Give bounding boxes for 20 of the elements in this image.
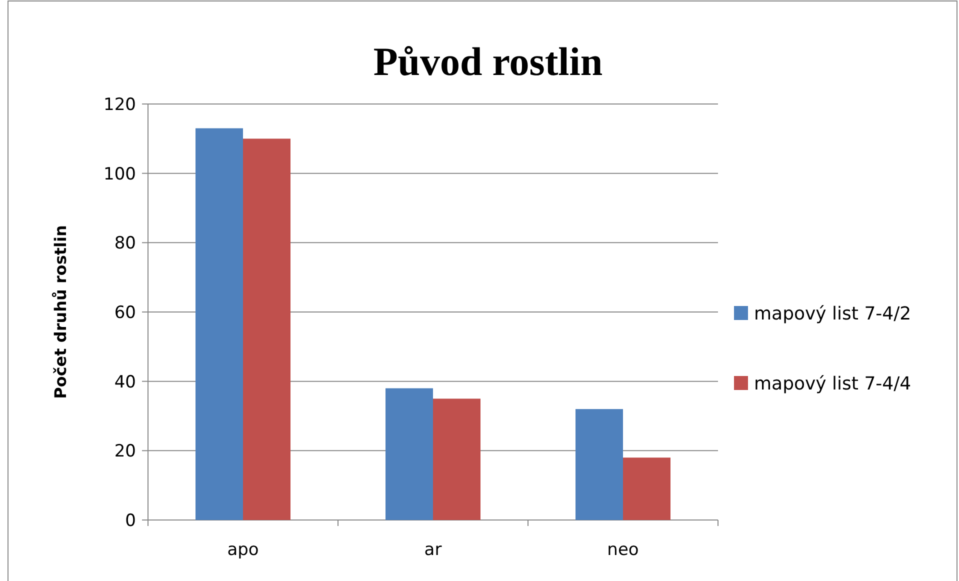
y-tick-label: 120 [104, 94, 136, 115]
bar [433, 398, 480, 520]
bar [243, 138, 290, 520]
y-axis-title: Počet druhů rostlin [51, 225, 70, 399]
bar [386, 388, 433, 520]
legend-label: mapový list 7-4/4 [754, 373, 912, 394]
bar [576, 409, 623, 520]
legend-label: mapový list 7-4/2 [754, 303, 912, 324]
y-tick-label: 80 [114, 234, 136, 254]
x-tick-label: ar [424, 540, 442, 560]
bar [623, 458, 670, 520]
chart-title: Původ rostlin [373, 39, 603, 84]
y-tick-label: 40 [114, 372, 136, 392]
x-tick-label: neo [607, 540, 639, 560]
y-tick-label: 60 [114, 302, 136, 323]
bar [196, 128, 243, 520]
y-tick-label: 100 [104, 164, 136, 184]
y-tick-label: 0 [125, 510, 136, 531]
y-tick-label: 20 [114, 442, 136, 462]
x-tick-label: apo [227, 540, 259, 560]
